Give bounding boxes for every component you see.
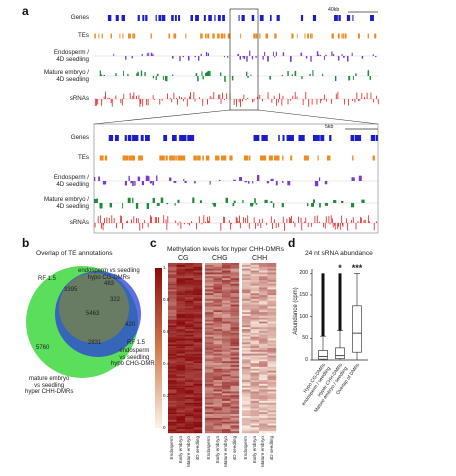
boxplot-significance-2: *** xyxy=(351,263,363,273)
zoom-connector-right xyxy=(257,109,379,125)
bottom-track-label-2: Endosperm / 4D seedling xyxy=(53,173,89,188)
top-track-label-4: sRNAs xyxy=(69,95,89,103)
boxplot-significance-1: * xyxy=(338,263,342,273)
colorbar-tick-5: 0 xyxy=(163,425,166,430)
boxplot-ytick-4: 200 xyxy=(299,270,308,277)
colorbar-tick-0: 1 xyxy=(163,265,166,270)
bottom-track-4 xyxy=(94,215,378,231)
top-track-3 xyxy=(94,70,378,82)
top-track-0 xyxy=(107,15,374,21)
venn-rf-label-1: RF 1.5 xyxy=(38,276,57,282)
venn-count-420: 420 xyxy=(125,322,136,328)
top-track-2 xyxy=(94,50,378,62)
zoom-detail-frame xyxy=(93,123,379,234)
panel-b-title: Overlap of TE annotations xyxy=(36,250,113,257)
top-track-label-3: Mature embryo / 4D seedling xyxy=(43,68,89,83)
heatmap-context-cg: CG xyxy=(178,255,189,262)
zoom-region-box xyxy=(229,8,259,111)
venn-count-3395: 3395 xyxy=(64,287,78,293)
bottom-track-3 xyxy=(94,197,378,209)
boxplot-ytick-0: 0 xyxy=(305,357,308,363)
boxplot-ytick-1: 50 xyxy=(302,335,308,342)
colorbar-tick-1: 0.8 xyxy=(163,297,170,302)
venn-set-chh-label: mature embryo vs seedling hyper CHH-DMRs xyxy=(25,376,74,395)
panel-a-genome-browser xyxy=(93,8,379,234)
panel-a-bottom-scale: 5kb xyxy=(325,124,334,130)
colorbar-tick-2: 0.6 xyxy=(163,329,170,334)
venn-circle-cg xyxy=(59,273,129,343)
venn-rf-label-2: RF 1.5 xyxy=(127,340,146,346)
heatmap-block-chh xyxy=(242,263,277,434)
bottom-track-label-1: TEs xyxy=(77,154,89,162)
venn-count-5760: 5760 xyxy=(36,345,50,351)
boxplot-ytick-2: 100 xyxy=(299,313,308,320)
venn-set-chg-label: endosperm vs seedling hypo CHG-DMRs xyxy=(111,348,158,367)
heatmap-context-chh: CHH xyxy=(252,255,268,262)
top-track-label-0: Genes xyxy=(70,14,89,22)
bottom-track-2 xyxy=(94,175,378,187)
heatmap-block-cg xyxy=(168,263,203,434)
bottom-track-1 xyxy=(99,155,375,161)
venn-count-2831: 2831 xyxy=(88,340,102,346)
panel-c-title: Methylation levels for hyper CHH-DMRs xyxy=(167,246,284,253)
boxplot-box-0 xyxy=(318,273,328,360)
bottom-track-0 xyxy=(108,135,378,141)
boxplot-box-1 xyxy=(335,273,345,360)
venn-set-cg-label: endosperm vs seedling hypo CG-DMRs xyxy=(78,268,140,281)
bottom-track-label-3: Mature embryo / 4D seedling xyxy=(43,195,89,210)
venn-count-483: 483 xyxy=(104,281,115,287)
colorbar-tick-3: 0.4 xyxy=(163,361,170,366)
bottom-track-label-4: sRNAs xyxy=(69,219,89,227)
colorbar-tick-4: 0.2 xyxy=(163,393,170,398)
top-track-label-2: Endosperm / 4D seedling xyxy=(53,48,89,63)
zoom-connector-left xyxy=(93,109,231,125)
heatmap-block-chg xyxy=(205,263,240,434)
bottom-track-label-0: Genes xyxy=(70,134,89,142)
venn-count-322: 322 xyxy=(110,297,121,303)
panel-c-letter: c xyxy=(150,236,157,250)
panel-d-title: 24 nt sRNA abundance xyxy=(305,250,373,257)
boxplot-box-2 xyxy=(352,273,362,360)
heatmap-context-chg: CHG xyxy=(212,255,228,262)
venn-count-5463: 5463 xyxy=(86,311,100,317)
heatmap-colorbar xyxy=(155,268,162,428)
panel-d-letter: d xyxy=(288,236,296,250)
panel-b-letter: b xyxy=(22,236,30,250)
top-track-1 xyxy=(94,33,377,39)
top-track-label-1: TEs xyxy=(77,32,89,40)
panel-a-letter: a xyxy=(22,4,29,18)
boxplot-ytick-3: 150 xyxy=(299,292,308,298)
panel-a-top-scale: 40kb xyxy=(328,7,340,13)
top-track-4 xyxy=(94,91,379,107)
